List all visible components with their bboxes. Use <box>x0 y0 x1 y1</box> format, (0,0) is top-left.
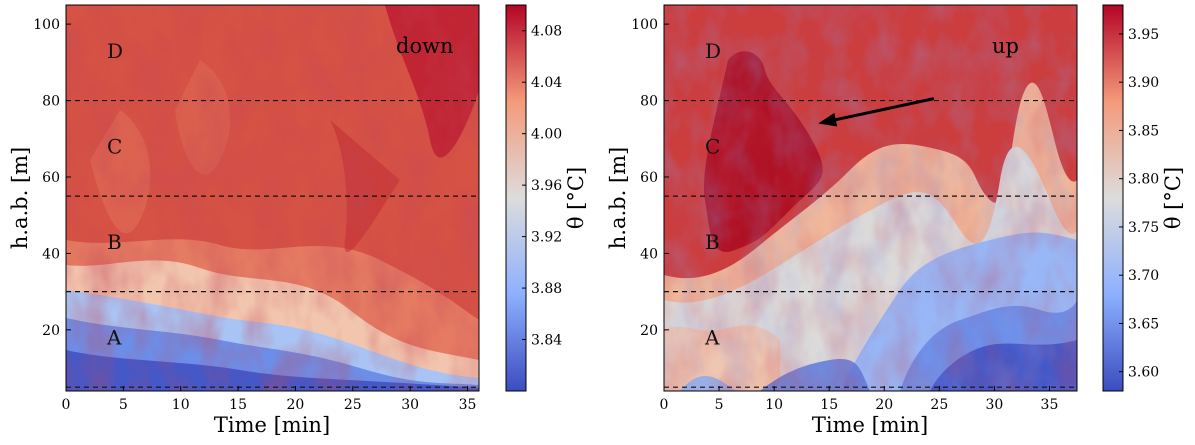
right-region-boundaries <box>664 99 1077 388</box>
colorbar-tick-label: 3.84 <box>531 333 562 349</box>
x-tick-label: 30 <box>401 397 419 413</box>
right-arrow <box>818 97 935 127</box>
region-label: B <box>107 230 122 254</box>
colorbar-tick-label: 3.70 <box>1128 268 1159 284</box>
colorbar-tick-label: 3.92 <box>531 230 562 246</box>
right-y-axis-label: h.a.b. [m] <box>606 147 630 250</box>
left-colorbar <box>505 4 527 392</box>
left-panel: 0 5 10 15 20 25 30 35 20 40 60 80 100 A B C D down Time… <box>8 4 588 437</box>
colorbar-tick-label: 3.75 <box>1128 220 1159 236</box>
y-tick-label: 80 <box>640 94 658 110</box>
colorbar-tick-label: 3.95 <box>1128 27 1159 43</box>
region-label: A <box>704 325 720 349</box>
colorbar-tick-label: 3.88 <box>531 281 562 297</box>
region-label: C <box>705 134 720 158</box>
left-region-labels: A B C D <box>106 39 123 350</box>
x-tick-label: 25 <box>344 397 362 413</box>
colorbar-tick-label: 4.08 <box>531 24 562 40</box>
x-tick-label: 20 <box>875 397 893 413</box>
right-panel: 0 5 10 15 20 25 30 35 20 40 60 80 100 A B C D up Time [… <box>606 4 1185 437</box>
y-tick-label: 40 <box>640 246 658 262</box>
x-tick-label: 5 <box>119 397 128 413</box>
region-label: D <box>107 39 123 63</box>
x-tick-label: 0 <box>660 397 669 413</box>
left-axis-ticks: 0 5 10 15 20 25 30 35 20 40 60 80 100 <box>33 17 476 413</box>
y-tick-label: 80 <box>42 94 60 110</box>
region-label: C <box>107 134 122 158</box>
x-tick-label: 15 <box>820 397 838 413</box>
region-label: D <box>705 39 721 63</box>
colorbar-tick-label: 3.96 <box>531 178 562 194</box>
left-colorbar-label: θ [°C] <box>564 167 588 229</box>
colorbar-tick-label: 3.65 <box>1128 316 1159 332</box>
colorbar-tick-label: 4.00 <box>531 127 562 143</box>
right-region-labels: A B C D <box>704 39 721 350</box>
x-tick-label: 20 <box>287 397 305 413</box>
y-tick-label: 20 <box>42 323 60 339</box>
right-colorbar-label: θ [°C] <box>1161 167 1185 229</box>
left-plot-frame <box>65 4 480 392</box>
y-tick-label: 100 <box>33 17 60 33</box>
left-colorbar-ticks: 3.84 3.88 3.92 3.96 4.00 4.04 4.08 <box>522 24 562 349</box>
y-tick-label: 60 <box>42 170 60 186</box>
y-tick-label: 20 <box>640 323 658 339</box>
x-tick-label: 30 <box>985 397 1003 413</box>
left-heatmap <box>66 5 479 391</box>
right-heatmap <box>664 5 1077 391</box>
y-tick-label: 40 <box>42 246 60 262</box>
right-colorbar-ticks: 3.60 3.65 3.70 3.75 3.80 3.85 3.90 3.95 <box>1119 27 1159 381</box>
x-tick-label: 25 <box>930 397 948 413</box>
right-x-axis-label: Time [min] <box>812 413 928 437</box>
region-label: B <box>705 230 720 254</box>
right-axis-ticks: 0 5 10 15 20 25 30 35 20 40 60 80 100 <box>631 17 1058 413</box>
y-tick-label: 100 <box>631 17 658 33</box>
x-tick-label: 35 <box>1041 397 1059 413</box>
left-y-axis-label: h.a.b. [m] <box>8 147 32 250</box>
x-tick-label: 5 <box>715 397 724 413</box>
x-tick-label: 0 <box>62 397 71 413</box>
colorbar-tick-label: 3.60 <box>1128 365 1159 381</box>
colorbar-tick-label: 3.80 <box>1128 172 1159 188</box>
right-plot-frame <box>663 4 1078 392</box>
left-x-axis-label: Time [min] <box>214 413 330 437</box>
left-annotation: down <box>396 34 454 58</box>
x-tick-label: 10 <box>172 397 190 413</box>
colorbar-tick-label: 3.85 <box>1128 123 1159 139</box>
x-tick-label: 10 <box>765 397 783 413</box>
region-label: A <box>106 325 122 349</box>
right-colorbar <box>1102 4 1124 392</box>
y-tick-label: 60 <box>640 170 658 186</box>
x-tick-label: 35 <box>459 397 477 413</box>
right-annotation: up <box>992 34 1019 58</box>
x-tick-label: 15 <box>229 397 247 413</box>
colorbar-tick-label: 4.04 <box>531 75 562 91</box>
colorbar-tick-label: 3.90 <box>1128 75 1159 91</box>
